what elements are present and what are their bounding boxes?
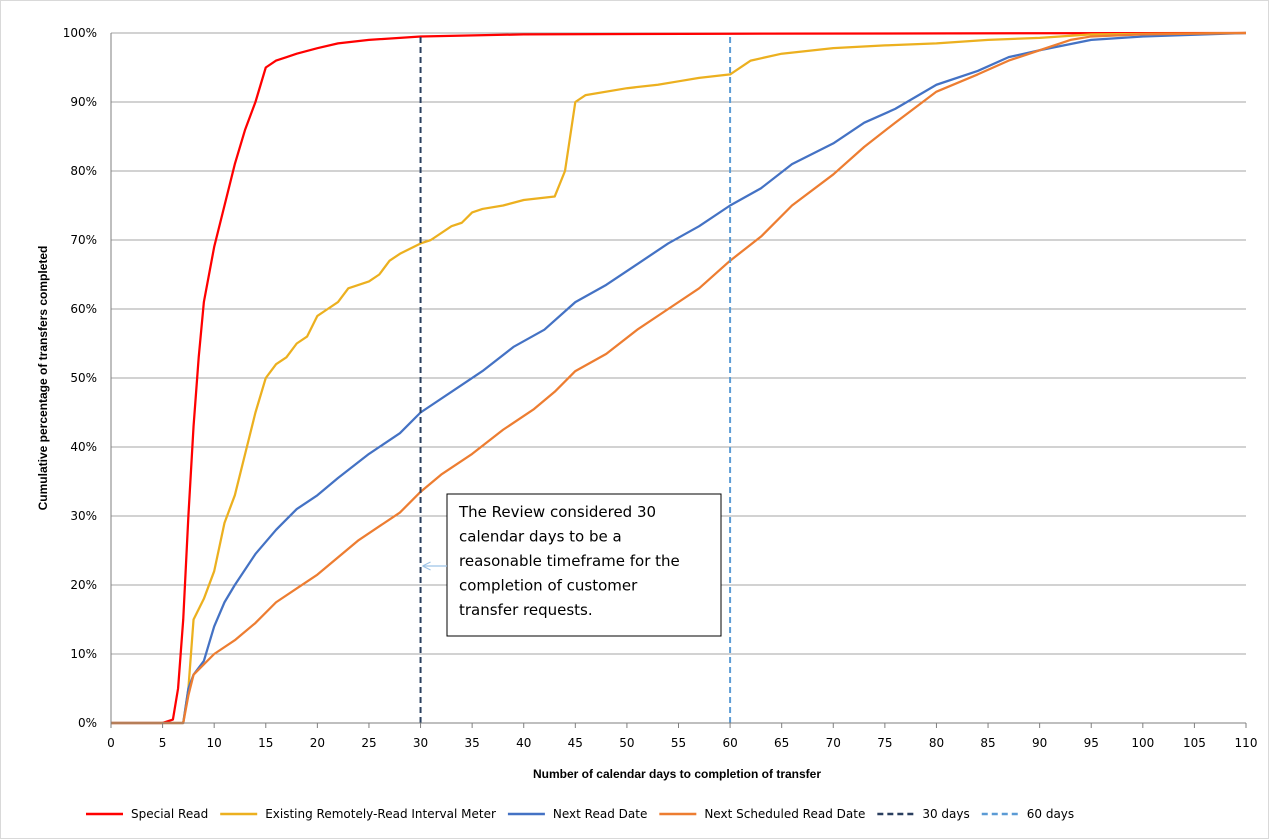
annotation-line: reasonable timeframe for the: [459, 552, 680, 570]
y-tick-label: 50%: [70, 371, 97, 385]
x-tick-label: 60: [722, 736, 737, 750]
series-line-existing-remotely-read-interval-meter: [111, 31, 1247, 725]
x-tick-label: 70: [826, 736, 841, 750]
x-tick-label: 50: [619, 736, 634, 750]
y-tick-label: 20%: [70, 578, 97, 592]
x-tick-label: 20: [310, 736, 325, 750]
y-tick-label: 0%: [78, 716, 97, 730]
x-tick-label: 25: [361, 736, 376, 750]
x-tick-label: 5: [159, 736, 167, 750]
y-tick-label: 70%: [70, 233, 97, 247]
x-tick-label: 55: [671, 736, 686, 750]
y-axis-title: Cumulative percentage of transfers compl…: [36, 246, 50, 511]
legend-item: Next Scheduled Read Date: [659, 807, 865, 821]
annotation-line: transfer requests.: [459, 601, 593, 619]
y-tick-label: 100%: [63, 26, 97, 40]
x-tick-label: 30: [413, 736, 428, 750]
legend-item: Existing Remotely-Read Interval Meter: [220, 807, 496, 821]
x-tick-label: 90: [1032, 736, 1047, 750]
series-line-special-read: [111, 31, 1247, 725]
legend-item: 30 days: [877, 807, 970, 821]
axes: 0% 10% 20% 30% 40% 50% 60% 70% 80% 90% 100% 0 5 10 15 2…: [63, 26, 1258, 750]
annotation-line: The Review considered 30: [458, 503, 656, 521]
x-tick-label: 35: [464, 736, 479, 750]
legend-item: Special Read: [86, 807, 208, 821]
legend: Special Read Existing Remotely-Read Inter…: [86, 807, 1074, 821]
annotation-callout: The Review considered 30 calendar days to…: [422, 493, 722, 637]
x-tick-label: 15: [258, 736, 273, 750]
y-tick-label: 60%: [70, 302, 97, 316]
x-tick-label: 95: [1084, 736, 1099, 750]
x-tick-label: 80: [929, 736, 944, 750]
x-tick-label: 105: [1183, 736, 1206, 750]
legend-label: Next Scheduled Read Date: [704, 807, 865, 821]
y-tick-label: 10%: [70, 647, 97, 661]
x-tick-label: 45: [568, 736, 583, 750]
x-axis-title: Number of calendar days to completion of…: [533, 767, 821, 781]
y-tick-label: 30%: [70, 509, 97, 523]
reference-lines: [419, 33, 732, 723]
series-line-next-scheduled-read-date: [111, 31, 1247, 725]
legend-label: 30 days: [922, 807, 969, 821]
y-tick-label: 90%: [70, 95, 97, 109]
legend-label: 60 days: [1027, 807, 1074, 821]
legend-item: Next Read Date: [507, 807, 647, 821]
x-tick-label: 75: [877, 736, 892, 750]
legend-label: Existing Remotely-Read Interval Meter: [265, 807, 496, 821]
legend-label: Next Read Date: [553, 807, 647, 821]
x-tick-label: 40: [516, 736, 531, 750]
x-tick-label: 85: [980, 736, 995, 750]
x-tick-label: 65: [774, 736, 789, 750]
x-tick-label: 10: [207, 736, 222, 750]
legend-label: Special Read: [131, 807, 208, 821]
legend-item: 60 days: [981, 807, 1074, 821]
series-line-next-read-date: [111, 31, 1247, 725]
annotation-line: completion of customer: [459, 577, 638, 595]
x-tick-label: 110: [1235, 736, 1258, 750]
x-tick-label: 100: [1131, 736, 1154, 750]
y-tick-label: 80%: [70, 164, 97, 178]
annotation-box: [446, 493, 722, 637]
x-tick-label: 0: [107, 736, 115, 750]
y-tick-label: 40%: [70, 440, 97, 454]
series-lines: [111, 31, 1247, 725]
annotation-line: calendar days to be a: [459, 528, 622, 546]
